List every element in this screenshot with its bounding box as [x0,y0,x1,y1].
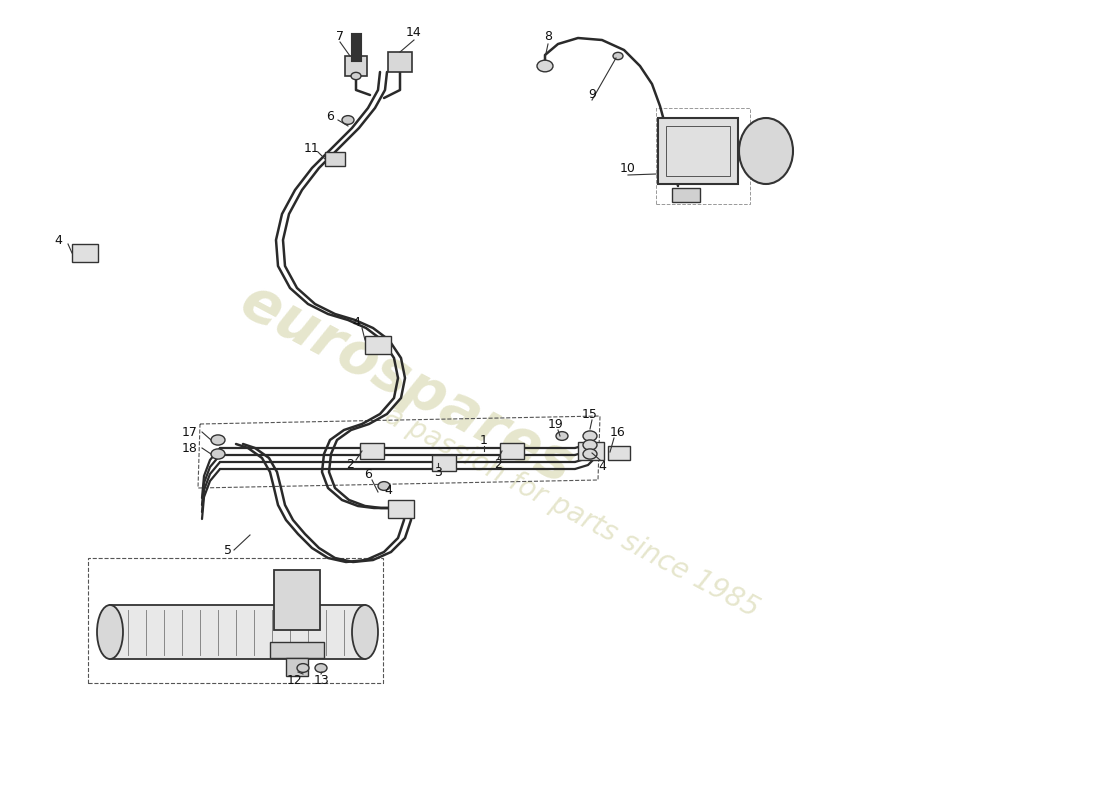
Bar [500,443,524,459]
Circle shape [351,72,361,80]
Text: 5: 5 [224,543,232,557]
Bar [286,658,308,676]
Text: 9: 9 [588,87,596,101]
Bar [270,642,324,658]
Text: 11: 11 [304,142,320,154]
Circle shape [583,449,597,459]
Text: 6: 6 [364,467,372,481]
Circle shape [211,435,226,445]
Bar [658,118,738,184]
Text: 4: 4 [54,234,62,246]
Text: 4: 4 [598,459,606,473]
Text: 8: 8 [544,30,552,42]
Text: 18: 18 [183,442,198,454]
Text: 16: 16 [610,426,626,438]
Text: eurospares: eurospares [231,272,583,496]
Circle shape [537,60,553,72]
Bar [578,442,604,460]
Text: 17: 17 [183,426,198,438]
Bar [432,455,456,471]
Bar [72,244,98,262]
Circle shape [556,432,568,440]
Bar [666,126,730,176]
Bar [608,446,630,460]
Text: 13: 13 [315,674,330,686]
Text: 15: 15 [582,407,598,421]
Bar [365,336,390,354]
Bar [388,52,412,72]
Bar [672,188,700,202]
Bar [88,558,383,683]
Text: 12: 12 [287,674,303,686]
Ellipse shape [352,605,378,659]
Text: 14: 14 [406,26,422,38]
Circle shape [613,52,623,60]
Text: 2: 2 [346,458,354,470]
Bar [388,500,414,518]
Ellipse shape [739,118,793,184]
Text: 2: 2 [494,458,502,470]
Text: 1: 1 [480,434,488,446]
Text: 19: 19 [548,418,564,430]
Text: 4: 4 [384,483,392,497]
Bar [360,443,384,459]
Bar [274,570,320,630]
Text: 3: 3 [434,466,442,478]
Ellipse shape [97,605,123,659]
Circle shape [297,664,309,672]
Text: 7: 7 [336,30,344,42]
Circle shape [583,440,597,450]
Text: a passion for parts since 1985: a passion for parts since 1985 [381,401,763,623]
Bar [110,605,365,659]
Circle shape [583,431,597,441]
Bar [324,152,345,166]
Circle shape [342,116,354,124]
Text: 4: 4 [352,315,360,329]
Text: 10: 10 [620,162,636,174]
Text: 6: 6 [326,110,334,122]
Circle shape [211,449,226,459]
Circle shape [378,482,390,490]
Bar [656,108,750,204]
Circle shape [315,664,327,672]
Bar [345,56,367,76]
